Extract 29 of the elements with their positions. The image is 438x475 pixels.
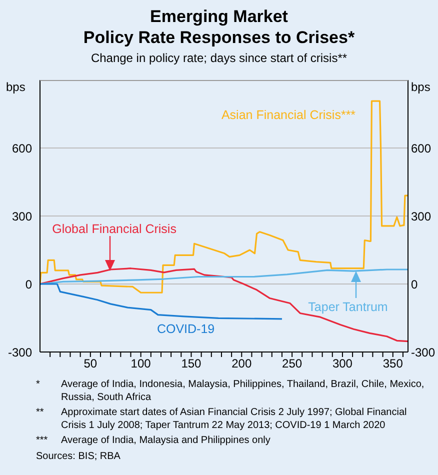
y2-axis-title: bps	[411, 80, 430, 94]
y-tick-label: 600	[12, 141, 32, 156]
x-tick-label: 50	[84, 356, 98, 371]
y-tick-label: 0	[25, 277, 32, 292]
line-series	[40, 100, 408, 294]
x-tick-label: 350	[382, 356, 404, 371]
x-tick-label: 150	[181, 356, 202, 371]
y2-tick-label: 600	[411, 141, 432, 156]
x-tick-label: 300	[332, 356, 353, 371]
y-tick-label: 300	[12, 209, 32, 224]
y2-tick-label: -300	[411, 345, 436, 360]
line-series	[40, 283, 283, 320]
series-label: COVID-19	[156, 322, 215, 336]
chart-title: Emerging Market Policy Rate Responses to Crises*	[82, 6, 356, 48]
y2-tick-label: 0	[411, 277, 418, 292]
x-tick-label: 250	[282, 356, 302, 371]
y2-tick-label: 300	[411, 209, 432, 224]
y-axis-title: bps	[6, 80, 26, 94]
text: * Average of India, Indonesia, Malaysia, Philippines, Thailand, Brazil, Chile, Mexico, Russia, South Africa	[36, 379, 424, 403]
text: Global Financial Crisis	[52, 222, 176, 236]
series-label: Asian Financial Crisis***	[221, 108, 356, 122]
text: *** Average of India, Malaysia and Philippines only	[36, 435, 270, 446]
chart-subtitle: Change in policy rate; days since start of crisis**	[90, 51, 348, 65]
text: ** Approximate start dates of Asian Financial Crisis 2 July 1997; Global Financial Crisis 1 July 2008; Taper Tantrum 22 May 2013; COVID-19 1 March 2020	[36, 407, 407, 431]
legend-label: Taper Tantrum	[308, 300, 388, 314]
source-note: Sources: BIS; RBA	[36, 450, 122, 464]
x-tick-label: 200	[232, 356, 252, 371]
x-tick-label: 100	[130, 356, 152, 371]
y-tick-label: -300	[8, 345, 32, 360]
